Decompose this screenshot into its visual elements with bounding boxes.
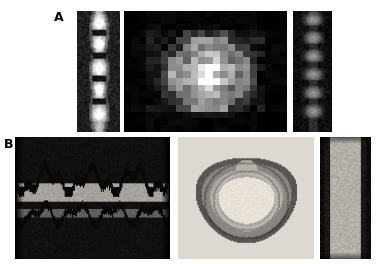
Text: A: A [54, 11, 64, 24]
Text: B: B [4, 138, 14, 151]
